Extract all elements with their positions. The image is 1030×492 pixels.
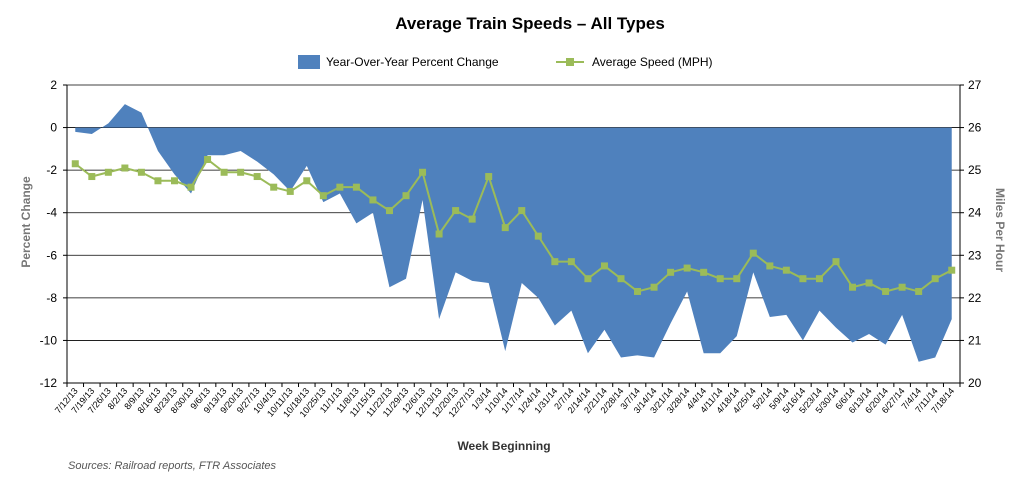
speed-marker	[104, 168, 112, 176]
speed-marker	[121, 164, 129, 172]
speed-marker	[385, 207, 393, 215]
speed-marker	[402, 192, 410, 200]
left-axis-title: Percent Change	[19, 176, 33, 268]
speed-marker	[915, 287, 923, 295]
right-tick-label: 25	[968, 163, 982, 177]
speed-marker	[815, 275, 823, 283]
right-tick-label: 21	[968, 333, 982, 347]
right-tick-label: 20	[968, 376, 982, 390]
left-tick-label: 0	[50, 121, 57, 135]
speed-marker	[253, 173, 261, 181]
speed-marker	[204, 156, 212, 163]
speed-marker	[948, 266, 956, 274]
speed-marker	[733, 275, 741, 283]
speed-marker	[154, 177, 162, 185]
left-tick-label: -10	[40, 333, 58, 347]
speed-marker	[270, 183, 278, 191]
speed-marker	[220, 168, 228, 176]
chart-title: Average Train Speeds – All Types	[395, 14, 665, 33]
left-tick-label: -4	[46, 206, 57, 220]
speed-marker	[749, 249, 757, 257]
speed-marker	[799, 275, 807, 283]
line-layer	[71, 156, 956, 295]
legend-swatch-yoy	[298, 55, 320, 69]
right-tick-label: 27	[968, 78, 982, 92]
left-tick-label: -12	[40, 376, 58, 390]
left-tick-label: -6	[46, 248, 57, 262]
speed-marker	[716, 275, 724, 283]
speed-marker	[468, 215, 476, 223]
yoy-area	[75, 104, 952, 362]
legend-label-yoy: Year-Over-Year Percent Change	[326, 55, 499, 69]
speed-marker	[303, 177, 311, 185]
speed-marker	[551, 258, 559, 266]
speed-marker	[865, 279, 873, 287]
speed-marker	[832, 258, 840, 266]
speed-marker	[534, 232, 542, 240]
speed-marker	[667, 268, 675, 276]
speed-marker	[501, 224, 509, 232]
speed-marker	[452, 207, 460, 215]
speed-marker	[336, 183, 344, 191]
left-axis-ticks: 2 0 -2 -4 -6 -8 -10 -12	[40, 78, 67, 390]
speed-marker	[369, 196, 377, 204]
speed-marker	[419, 168, 427, 176]
speed-marker	[600, 262, 608, 270]
speed-marker	[485, 173, 493, 181]
left-tick-label: -2	[46, 163, 57, 177]
speed-marker	[584, 275, 592, 283]
speed-marker	[617, 275, 625, 283]
speed-marker	[88, 173, 96, 181]
speed-marker	[71, 160, 79, 168]
area-layer	[75, 104, 952, 362]
speed-marker	[237, 168, 245, 176]
speed-marker	[700, 268, 708, 276]
speed-marker	[931, 275, 939, 283]
legend: Year-Over-Year Percent Change Average Sp…	[298, 55, 713, 69]
speed-marker	[634, 287, 642, 295]
legend-label-speed: Average Speed (MPH)	[592, 55, 713, 69]
source-note: Sources: Railroad reports, FTR Associate…	[68, 460, 277, 472]
speed-marker	[435, 230, 443, 238]
speed-marker	[849, 283, 857, 291]
right-tick-label: 22	[968, 291, 982, 305]
x-axis-ticks: 7/12/137/19/137/26/138/2/138/9/138/16/13…	[53, 383, 961, 419]
speed-marker	[352, 183, 360, 191]
right-axis-title: Miles Per Hour	[993, 188, 1007, 272]
speed-marker	[650, 283, 658, 291]
speed-marker	[766, 262, 774, 270]
speed-marker	[286, 187, 294, 195]
speed-marker	[170, 177, 178, 185]
right-tick-label: 23	[968, 248, 982, 262]
left-tick-label: 2	[50, 78, 57, 92]
speed-marker	[518, 207, 526, 215]
x-axis-title: Week Beginning	[457, 439, 550, 453]
speed-marker	[187, 183, 195, 191]
speed-marker	[782, 266, 790, 274]
right-axis-ticks: 27 26 25 24 23 22 21 20	[960, 78, 982, 390]
speed-marker	[567, 258, 575, 266]
speed-marker	[319, 192, 327, 200]
speed-marker	[137, 168, 145, 176]
right-tick-label: 24	[968, 206, 982, 220]
speed-marker	[882, 287, 890, 295]
legend-swatch-speed-marker	[566, 58, 574, 66]
right-tick-label: 26	[968, 121, 982, 135]
speed-marker	[683, 264, 691, 272]
left-tick-label: -8	[46, 291, 57, 305]
speed-marker	[898, 283, 906, 291]
